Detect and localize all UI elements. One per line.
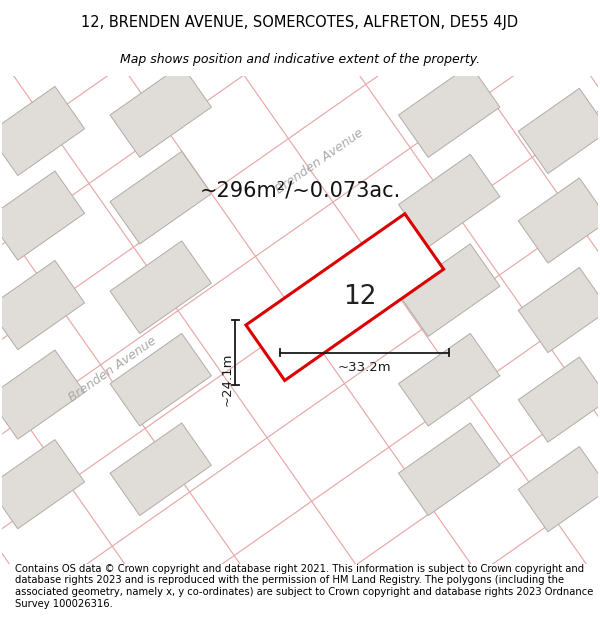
Text: ~33.2m: ~33.2m	[337, 361, 391, 374]
Polygon shape	[398, 423, 500, 516]
Polygon shape	[110, 241, 211, 334]
Text: Brenden Avenue: Brenden Avenue	[67, 334, 159, 405]
Text: 12, BRENDEN AVENUE, SOMERCOTES, ALFRETON, DE55 4JD: 12, BRENDEN AVENUE, SOMERCOTES, ALFRETON…	[82, 16, 518, 31]
Polygon shape	[0, 171, 85, 260]
Polygon shape	[0, 261, 85, 349]
Polygon shape	[0, 439, 85, 529]
Text: 12: 12	[343, 284, 376, 310]
Polygon shape	[518, 357, 600, 442]
Polygon shape	[398, 154, 500, 247]
Text: Contains OS data © Crown copyright and database right 2021. This information is : Contains OS data © Crown copyright and d…	[15, 564, 593, 609]
Polygon shape	[398, 333, 500, 426]
Polygon shape	[518, 88, 600, 174]
Polygon shape	[0, 350, 85, 439]
Polygon shape	[518, 268, 600, 352]
Polygon shape	[110, 65, 211, 158]
Text: Map shows position and indicative extent of the property.: Map shows position and indicative extent…	[120, 53, 480, 66]
Text: ~296m²/~0.073ac.: ~296m²/~0.073ac.	[199, 181, 401, 201]
Polygon shape	[110, 333, 211, 426]
Text: ~24.1m: ~24.1m	[221, 352, 234, 406]
Polygon shape	[246, 214, 443, 381]
Text: Brenden Avenue: Brenden Avenue	[274, 126, 366, 196]
Polygon shape	[518, 178, 600, 263]
Polygon shape	[398, 65, 500, 158]
Polygon shape	[110, 423, 211, 516]
Polygon shape	[0, 86, 85, 176]
Polygon shape	[518, 446, 600, 532]
Polygon shape	[398, 244, 500, 336]
Polygon shape	[110, 151, 211, 244]
